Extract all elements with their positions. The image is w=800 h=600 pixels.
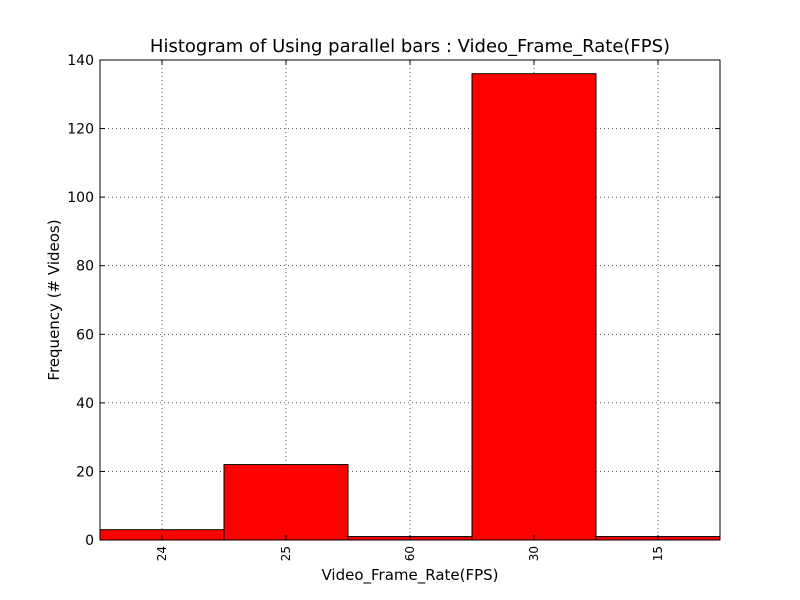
bar-25 (223, 464, 349, 541)
x-axis-label: Video_Frame_Rate(FPS) (321, 566, 498, 585)
y-tick-label: 120 (67, 122, 94, 138)
y-tick-label: 80 (76, 259, 94, 275)
y-tick-label: 0 (85, 533, 94, 549)
x-tick-label: 60 (403, 546, 417, 561)
x-tick-label: 30 (527, 546, 541, 561)
y-tick-label: 140 (67, 53, 94, 69)
x-tick-label: 25 (279, 546, 293, 561)
y-tick-label: 60 (76, 327, 94, 343)
x-tick-label: 24 (155, 546, 169, 561)
bars (99, 73, 721, 541)
y-tick-label: 20 (76, 464, 94, 480)
chart-title: Histogram of Using parallel bars : Video… (150, 36, 670, 57)
y-tick-label: 100 (67, 190, 94, 206)
x-tick-label: 15 (651, 546, 665, 561)
bar-30 (471, 73, 597, 541)
y-tick-label: 40 (76, 396, 94, 412)
ticks: 0 20 40 60 80 100 120 140 24 25 60 30 15 (67, 53, 720, 561)
y-axis-label: Frequency (# Videos) (45, 219, 63, 380)
grid-lines (100, 60, 720, 540)
